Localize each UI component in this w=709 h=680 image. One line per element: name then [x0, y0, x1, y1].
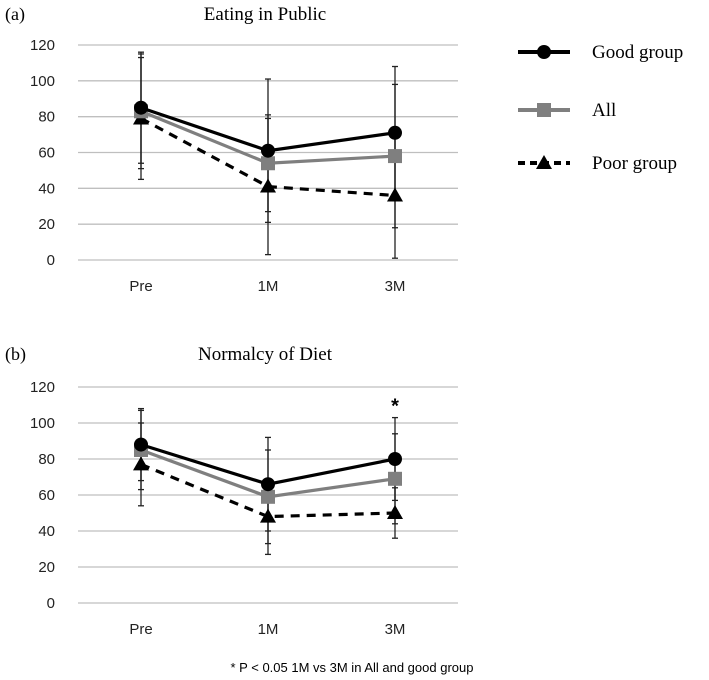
y-tick-label: 40: [38, 180, 55, 197]
legend-label: All: [592, 100, 616, 121]
x-tick-label: Pre: [129, 621, 152, 638]
y-tick-label: 60: [38, 487, 55, 504]
legend: Good group All Poor group: [518, 42, 683, 174]
data-point: [261, 156, 275, 171]
panel-label: (b): [5, 344, 26, 365]
y-tick-label: 60: [38, 145, 55, 162]
data-point: [133, 456, 149, 471]
x-tick-label: 3M: [385, 278, 406, 295]
significance-asterisk: *: [391, 396, 399, 418]
y-tick-label: 100: [30, 73, 55, 90]
y-tick-label: 0: [47, 252, 55, 269]
x-tick-label: 3M: [385, 621, 406, 638]
data-point: [134, 100, 148, 115]
legend-marker-triangle: [536, 155, 552, 169]
legend-label: Good group: [592, 42, 683, 63]
y-tick-label: 120: [30, 379, 55, 396]
chart-panel-b: (b) Normalcy of Diet 0 20 40 60 80 100 120 Pre 1M 3…: [5, 344, 458, 638]
data-point: [388, 452, 402, 466]
y-tick-label: 20: [38, 216, 55, 233]
data-point: [261, 477, 275, 492]
data-point: [260, 178, 276, 193]
data-point: [387, 187, 403, 202]
y-tick-label: 120: [30, 37, 55, 54]
y-tick-label: 80: [38, 109, 55, 126]
y-tick-label: 20: [38, 559, 55, 576]
data-point: [387, 505, 403, 519]
y-tick-label: 80: [38, 451, 55, 468]
data-point: [388, 125, 402, 140]
chart-panel-a: (a) Eating in Public 0 20 40 60 80 100 120 Pre 1M 3…: [5, 4, 458, 295]
legend-label: Poor group: [592, 153, 677, 174]
data-point: [261, 489, 275, 504]
data-point: [134, 437, 148, 452]
legend-marker-square: [537, 103, 551, 117]
x-tick-label: Pre: [129, 278, 152, 295]
data-point: [388, 149, 402, 164]
data-point: [388, 471, 402, 486]
x-tick-label: 1M: [258, 621, 279, 638]
legend-marker-circle: [537, 45, 551, 59]
data-point: [260, 508, 276, 523]
data-point: [261, 143, 275, 158]
footnote: * P < 0.05 1M vs 3M in All and good grou…: [231, 660, 474, 675]
chart-title: Eating in Public: [204, 4, 326, 25]
y-tick-label: 40: [38, 523, 55, 540]
y-tick-label: 0: [47, 595, 55, 612]
panel-label: (a): [5, 4, 25, 25]
y-tick-label: 100: [30, 415, 55, 432]
x-tick-label: 1M: [258, 278, 279, 295]
chart-title: Normalcy of Diet: [198, 344, 333, 365]
